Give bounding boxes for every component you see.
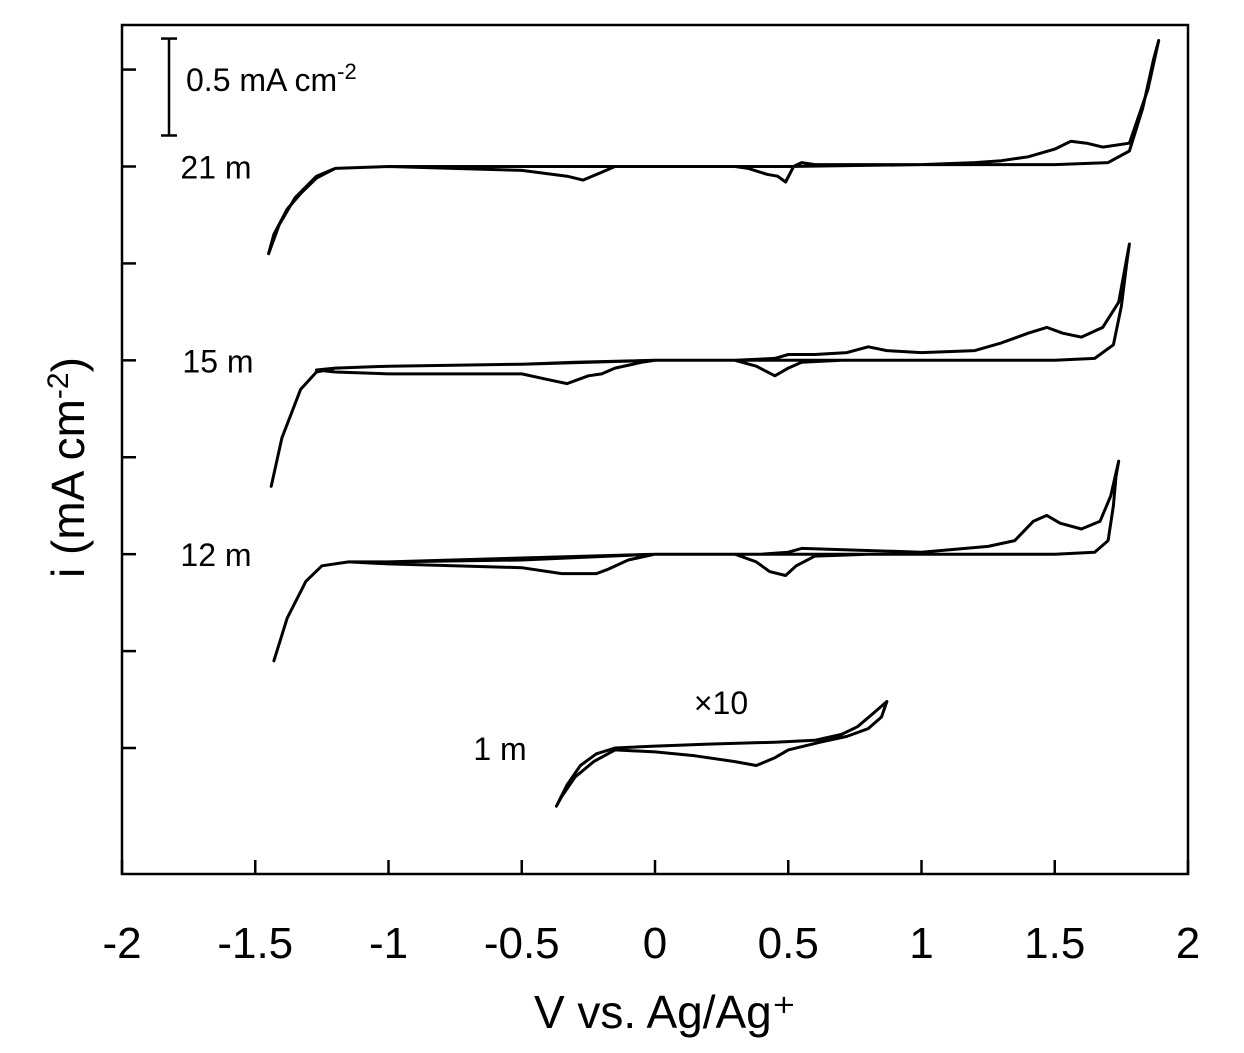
series-label-3: 1 m bbox=[473, 731, 526, 767]
x-tick-label: 0 bbox=[643, 919, 667, 968]
x-tick-label: 0.5 bbox=[758, 919, 819, 968]
x-tick-label: -1.5 bbox=[217, 919, 293, 968]
scale-bar-label-main: 0.5 mA cm bbox=[186, 62, 337, 98]
x-axis-title: V vs. Ag/Ag⁺ bbox=[534, 986, 796, 1038]
series-curve-0 bbox=[267, 39, 1161, 256]
labels-layer: V vs. Ag/Ag⁺i (mA cm-2)0.5 mA cm-221 m15… bbox=[42, 37, 796, 1038]
y-axis-title-superscript: -2 bbox=[42, 372, 75, 399]
x-tick-label: -0.5 bbox=[484, 919, 560, 968]
series-layer bbox=[267, 39, 1161, 808]
y-axis-title-close: ) bbox=[42, 357, 94, 372]
x-tick-label: 2 bbox=[1176, 919, 1200, 968]
y-axis-title-main: i (mA cm bbox=[42, 399, 94, 578]
ticks-layer: -2 -1.5 -1 -0.5 0 0.5 1 1.5 2 bbox=[102, 68, 1200, 968]
series-label-2: 12 m bbox=[180, 537, 251, 573]
series-label-0: 21 m bbox=[180, 150, 251, 186]
series-label-1: 15 m bbox=[182, 343, 253, 379]
y-axis-title: i (mA cm-2) bbox=[42, 357, 94, 578]
x-tick-label: 1.5 bbox=[1024, 919, 1085, 968]
series-multiplier-label: ×10 bbox=[694, 685, 748, 721]
scale-bar-label-superscript: -2 bbox=[337, 59, 357, 84]
series-curve-1 bbox=[269, 242, 1131, 488]
series-curve-2 bbox=[272, 459, 1121, 663]
scale-bar-label: 0.5 mA cm-2 bbox=[186, 59, 357, 98]
series-curve-3 bbox=[554, 700, 889, 808]
x-tick-label: 1 bbox=[909, 919, 933, 968]
x-tick-label: -2 bbox=[102, 919, 141, 968]
x-tick-label: -1 bbox=[369, 919, 408, 968]
